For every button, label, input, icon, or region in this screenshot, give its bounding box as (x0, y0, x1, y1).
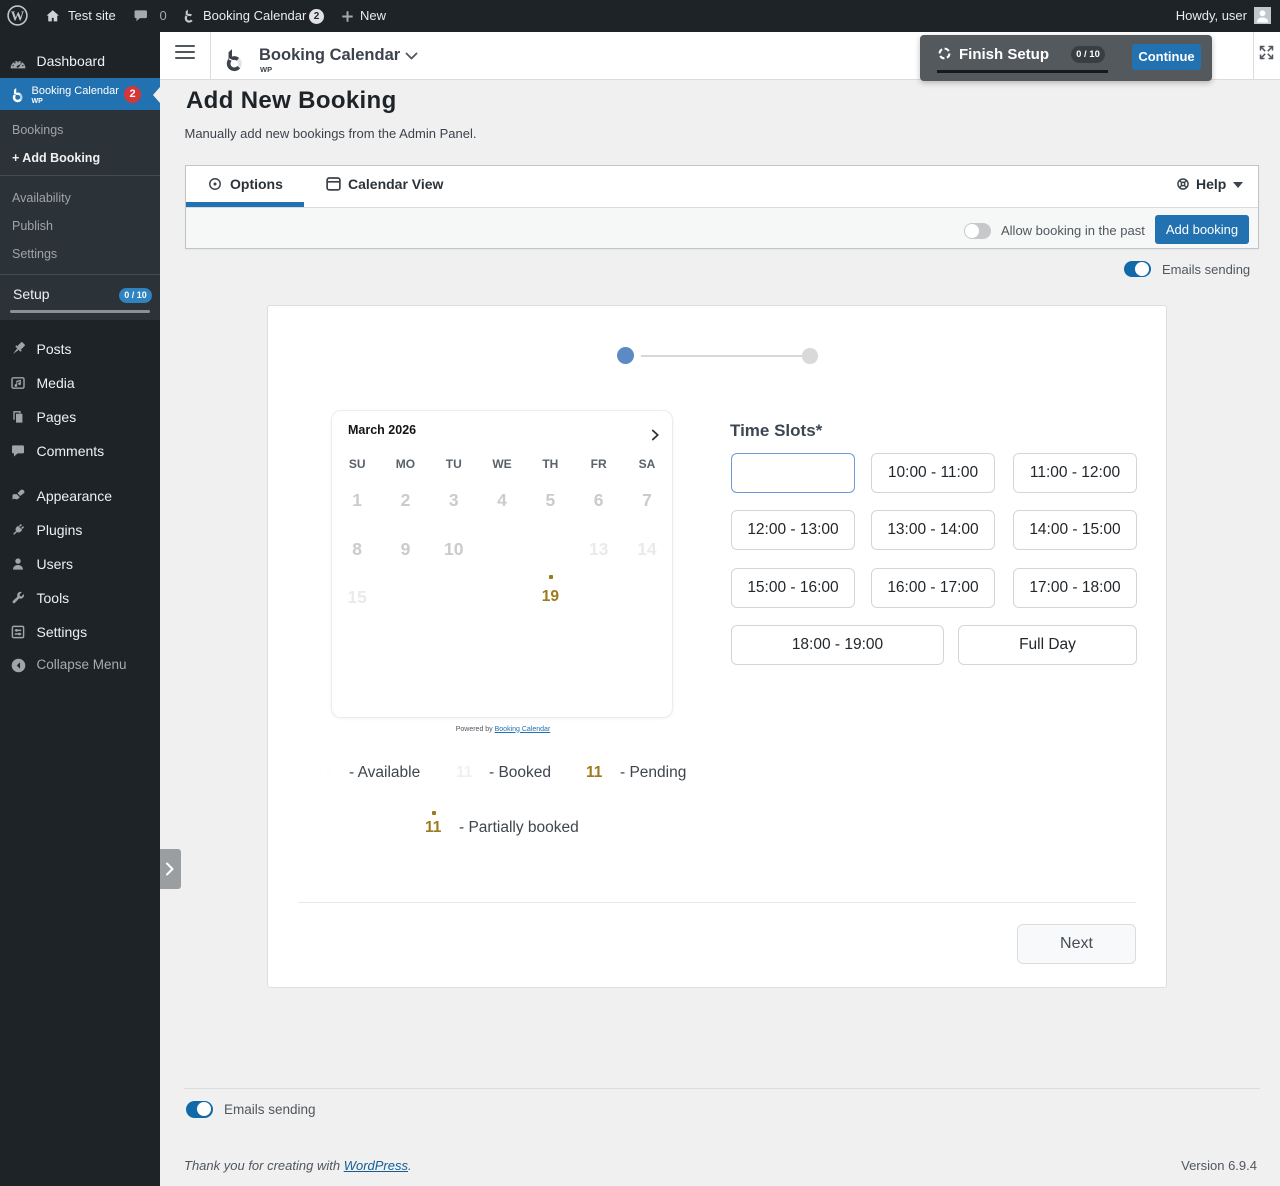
svg-text:W: W (11, 8, 25, 23)
